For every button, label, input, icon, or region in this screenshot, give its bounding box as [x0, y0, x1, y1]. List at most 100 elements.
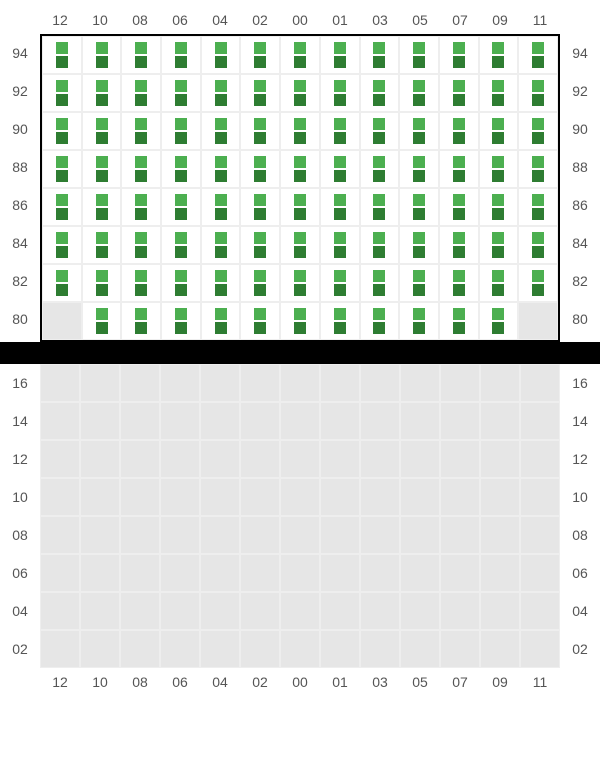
rack-cell[interactable] — [479, 226, 519, 264]
rack-cell[interactable] — [518, 226, 558, 264]
rack-cell[interactable] — [280, 302, 320, 340]
rack-cell[interactable] — [161, 112, 201, 150]
rack-cell[interactable] — [439, 36, 479, 74]
rack-cell[interactable] — [82, 74, 122, 112]
rack-cell[interactable] — [121, 150, 161, 188]
rack-cell[interactable] — [121, 74, 161, 112]
rack-cell[interactable] — [200, 364, 240, 402]
rack-cell[interactable] — [439, 150, 479, 188]
rack-cell[interactable] — [121, 226, 161, 264]
rack-cell[interactable] — [80, 364, 120, 402]
rack-cell[interactable] — [440, 592, 480, 630]
rack-cell[interactable] — [82, 302, 122, 340]
rack-cell[interactable] — [161, 74, 201, 112]
rack-cell[interactable] — [161, 302, 201, 340]
rack-cell[interactable] — [280, 554, 320, 592]
rack-cell[interactable] — [440, 402, 480, 440]
rack-cell[interactable] — [400, 630, 440, 668]
rack-cell[interactable] — [399, 226, 439, 264]
rack-cell[interactable] — [479, 302, 519, 340]
rack-cell[interactable] — [42, 74, 82, 112]
rack-cell[interactable] — [360, 188, 400, 226]
rack-cell[interactable] — [82, 264, 122, 302]
rack-cell[interactable] — [360, 402, 400, 440]
rack-cell[interactable] — [320, 402, 360, 440]
rack-cell[interactable] — [280, 630, 320, 668]
rack-cell[interactable] — [121, 302, 161, 340]
rack-cell[interactable] — [82, 188, 122, 226]
rack-cell[interactable] — [200, 478, 240, 516]
rack-cell[interactable] — [240, 112, 280, 150]
rack-cell[interactable] — [240, 440, 280, 478]
rack-cell[interactable] — [480, 554, 520, 592]
rack-cell[interactable] — [320, 554, 360, 592]
rack-cell[interactable] — [161, 264, 201, 302]
rack-cell[interactable] — [480, 592, 520, 630]
rack-cell[interactable] — [200, 402, 240, 440]
rack-cell[interactable] — [121, 112, 161, 150]
rack-cell[interactable] — [120, 554, 160, 592]
rack-cell[interactable] — [42, 264, 82, 302]
rack-cell[interactable] — [400, 516, 440, 554]
rack-cell[interactable] — [439, 74, 479, 112]
rack-cell[interactable] — [439, 226, 479, 264]
rack-cell[interactable] — [40, 630, 80, 668]
rack-cell[interactable] — [201, 150, 241, 188]
rack-cell[interactable] — [518, 264, 558, 302]
rack-cell[interactable] — [518, 74, 558, 112]
rack-cell[interactable] — [479, 264, 519, 302]
rack-cell[interactable] — [280, 402, 320, 440]
rack-cell[interactable] — [240, 36, 280, 74]
rack-cell[interactable] — [120, 402, 160, 440]
rack-cell[interactable] — [161, 150, 201, 188]
rack-cell[interactable] — [201, 226, 241, 264]
rack-cell[interactable] — [280, 112, 320, 150]
rack-cell[interactable] — [80, 516, 120, 554]
rack-cell[interactable] — [360, 478, 400, 516]
rack-cell[interactable] — [399, 150, 439, 188]
rack-cell[interactable] — [320, 264, 360, 302]
rack-cell[interactable] — [80, 592, 120, 630]
rack-cell[interactable] — [440, 440, 480, 478]
rack-cell[interactable] — [42, 188, 82, 226]
rack-cell[interactable] — [399, 74, 439, 112]
rack-cell[interactable] — [121, 188, 161, 226]
rack-cell[interactable] — [520, 402, 560, 440]
rack-cell[interactable] — [200, 440, 240, 478]
rack-cell[interactable] — [400, 478, 440, 516]
rack-cell[interactable] — [82, 226, 122, 264]
rack-cell[interactable] — [201, 302, 241, 340]
rack-cell[interactable] — [161, 36, 201, 74]
rack-cell[interactable] — [360, 592, 400, 630]
rack-cell[interactable] — [42, 226, 82, 264]
rack-cell[interactable] — [320, 364, 360, 402]
rack-cell[interactable] — [399, 264, 439, 302]
rack-cell[interactable] — [320, 440, 360, 478]
rack-cell[interactable] — [120, 630, 160, 668]
rack-cell[interactable] — [160, 516, 200, 554]
rack-cell[interactable] — [520, 592, 560, 630]
rack-cell[interactable] — [320, 630, 360, 668]
rack-cell[interactable] — [440, 630, 480, 668]
rack-cell[interactable] — [80, 478, 120, 516]
rack-cell[interactable] — [121, 36, 161, 74]
rack-cell[interactable] — [520, 516, 560, 554]
rack-cell[interactable] — [360, 150, 400, 188]
rack-cell[interactable] — [280, 36, 320, 74]
rack-cell[interactable] — [240, 364, 280, 402]
rack-cell[interactable] — [320, 150, 360, 188]
rack-cell[interactable] — [320, 226, 360, 264]
rack-cell[interactable] — [320, 36, 360, 74]
rack-cell[interactable] — [320, 74, 360, 112]
rack-cell[interactable] — [120, 516, 160, 554]
rack-cell[interactable] — [80, 402, 120, 440]
rack-cell[interactable] — [160, 630, 200, 668]
rack-cell[interactable] — [201, 74, 241, 112]
rack-cell[interactable] — [439, 188, 479, 226]
rack-cell[interactable] — [479, 112, 519, 150]
rack-cell[interactable] — [160, 364, 200, 402]
rack-cell[interactable] — [399, 302, 439, 340]
rack-cell[interactable] — [201, 188, 241, 226]
rack-cell[interactable] — [160, 478, 200, 516]
rack-cell[interactable] — [200, 592, 240, 630]
